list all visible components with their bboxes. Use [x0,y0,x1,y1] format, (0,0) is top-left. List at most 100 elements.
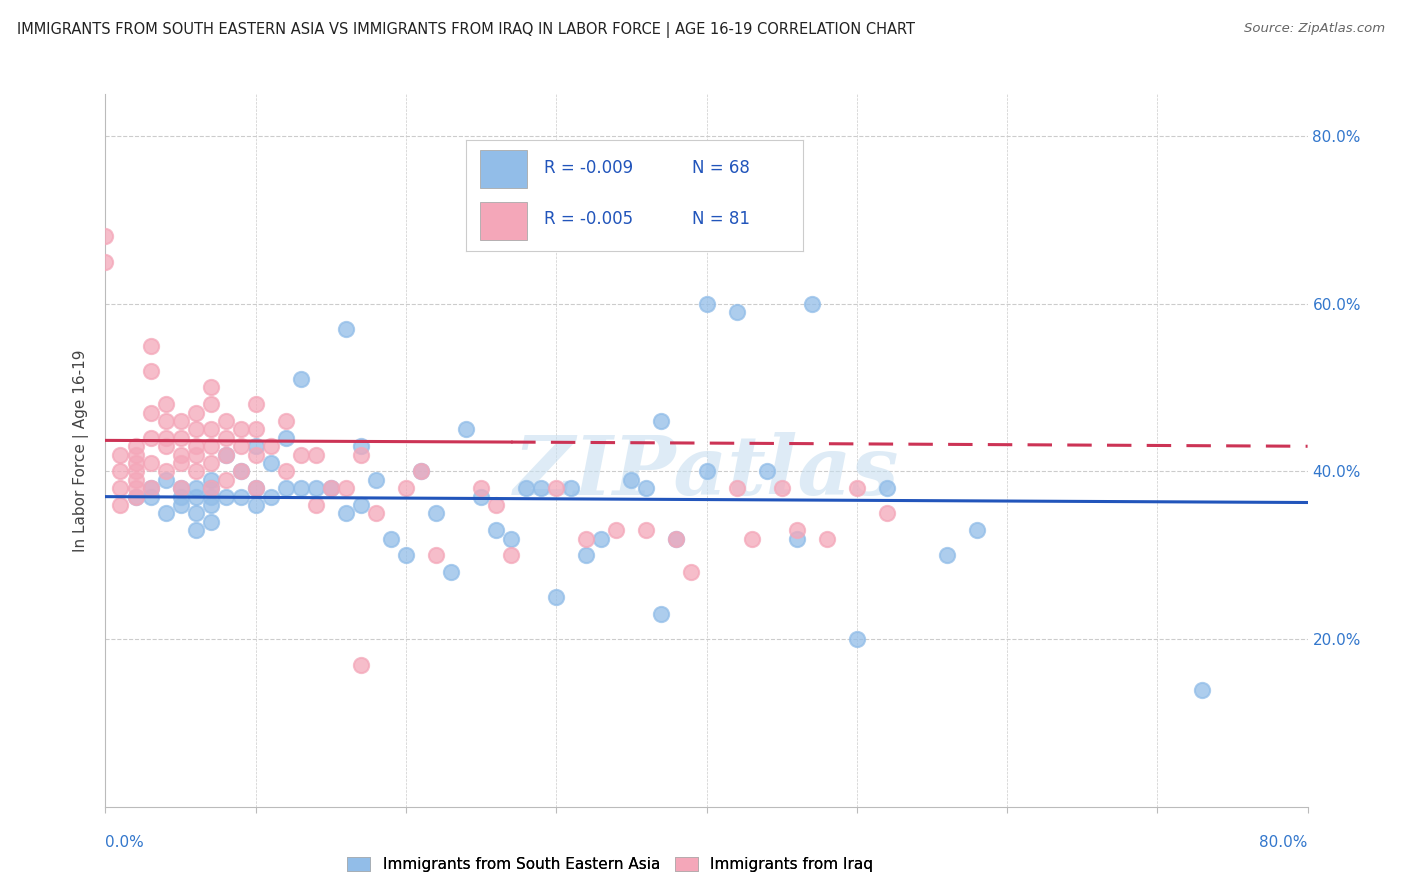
Point [335,322,357,336]
Point [815,532,838,546]
Point [155,414,177,428]
Point [350,439,373,453]
Point [200,397,222,411]
Point [139,456,162,470]
Point [546,481,568,495]
Point [725,481,748,495]
Point [169,456,191,470]
Point [139,338,162,352]
Point [470,490,492,504]
Point [229,490,252,504]
Point [245,422,267,436]
Point [364,473,387,487]
Point [169,481,191,495]
Point [110,448,132,462]
Point [155,473,177,487]
Point [184,422,207,436]
Point [214,448,236,462]
Point [876,481,898,495]
Point [184,448,207,462]
Point [485,523,508,537]
Point [305,498,328,512]
Point [409,465,432,479]
Point [786,523,808,537]
Point [260,439,283,453]
Text: R = -0.009: R = -0.009 [544,160,633,178]
Text: N = 68: N = 68 [692,160,749,178]
Point [155,507,177,521]
Point [501,549,523,563]
Legend: Immigrants from South Eastern Asia, Immigrants from Iraq: Immigrants from South Eastern Asia, Immi… [342,851,879,878]
Point [395,549,418,563]
Point [200,456,222,470]
Point [200,439,222,453]
Point [395,481,418,495]
Point [155,397,177,411]
Point [575,549,598,563]
Point [169,481,191,495]
Point [200,498,222,512]
Point [214,490,236,504]
Point [169,498,191,512]
Point [650,607,672,622]
Point [124,439,146,453]
Point [124,456,146,470]
Point [501,532,523,546]
Point [409,465,432,479]
Point [876,507,898,521]
Point [214,473,236,487]
Point [274,431,297,445]
Point [290,372,312,386]
Point [636,523,658,537]
Point [124,448,146,462]
Text: 80.0%: 80.0% [1260,836,1308,850]
Point [184,481,207,495]
Text: ZIPatlas: ZIPatlas [513,432,900,512]
Point [725,305,748,319]
Point [741,532,763,546]
Point [245,448,267,462]
Point [169,431,191,445]
Point [966,523,988,537]
Point [184,490,207,504]
Point [575,532,598,546]
Point [485,498,508,512]
Point [620,473,643,487]
Point [184,439,207,453]
Point [245,439,267,453]
Point [200,490,222,504]
Point [94,254,117,268]
Point [139,481,162,495]
Point [274,465,297,479]
Point [290,448,312,462]
Point [665,532,688,546]
Text: IMMIGRANTS FROM SOUTH EASTERN ASIA VS IMMIGRANTS FROM IRAQ IN LABOR FORCE | AGE : IMMIGRANTS FROM SOUTH EASTERN ASIA VS IM… [17,22,915,38]
Point [605,523,627,537]
Point [124,481,146,495]
Point [245,498,267,512]
Point [124,473,146,487]
Point [184,465,207,479]
Point [94,229,117,244]
Point [696,296,718,310]
Point [155,439,177,453]
Point [124,490,146,504]
FancyBboxPatch shape [479,150,527,187]
Point [245,481,267,495]
Y-axis label: In Labor Force | Age 16-19: In Labor Force | Age 16-19 [73,349,90,552]
Point [184,406,207,420]
Point [770,481,793,495]
Point [425,549,447,563]
Point [200,473,222,487]
Point [214,414,236,428]
Point [110,498,132,512]
Point [169,490,191,504]
Point [546,591,568,605]
Point [305,481,328,495]
Point [155,465,177,479]
Point [560,481,582,495]
Point [229,465,252,479]
Point [214,431,236,445]
Point [139,490,162,504]
Point [200,481,222,495]
